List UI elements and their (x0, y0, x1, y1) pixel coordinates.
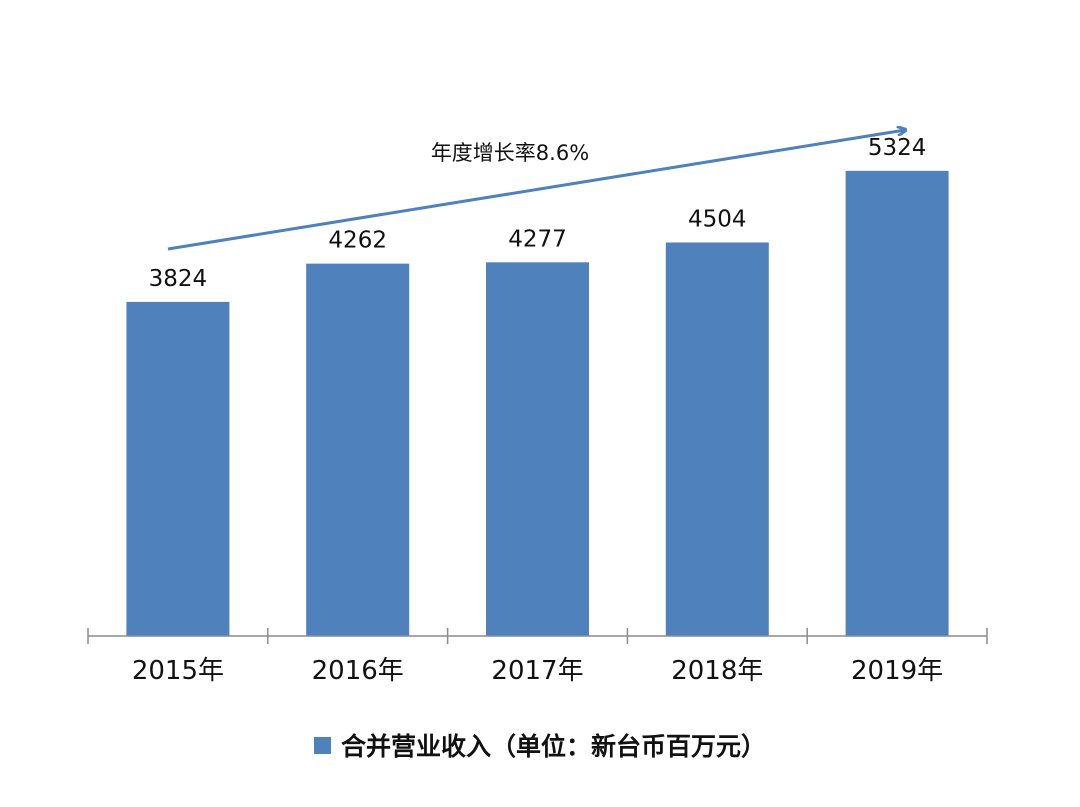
legend-label: 合并营业收入（单位：新台币百万元） (340, 732, 766, 761)
data-label: 4277 (508, 226, 567, 252)
x-tick-label: 2019年 (851, 656, 943, 686)
x-tick-label: 2018年 (671, 656, 763, 686)
legend: 合并营业收入（单位：新台币百万元） (0, 725, 1080, 765)
growth-trend-arrow (167, 130, 905, 251)
bar-2015年 (126, 301, 230, 636)
legend-swatch (313, 736, 331, 754)
bar-2017年 (486, 262, 589, 636)
x-tick-label: 2016年 (312, 656, 404, 686)
data-label: 4262 (328, 228, 387, 254)
data-label: 5324 (868, 135, 927, 161)
data-label: 3824 (149, 266, 208, 292)
bar-2016年 (306, 263, 410, 636)
x-tick-label: 2015年 (132, 656, 224, 686)
x-tick-label: 2017年 (491, 656, 583, 686)
growth-rate-annotation: 年度增长率8.6% (431, 141, 589, 165)
bar-2018年 (665, 242, 769, 637)
bar-2019年 (845, 170, 949, 636)
data-label: 4504 (688, 206, 747, 232)
